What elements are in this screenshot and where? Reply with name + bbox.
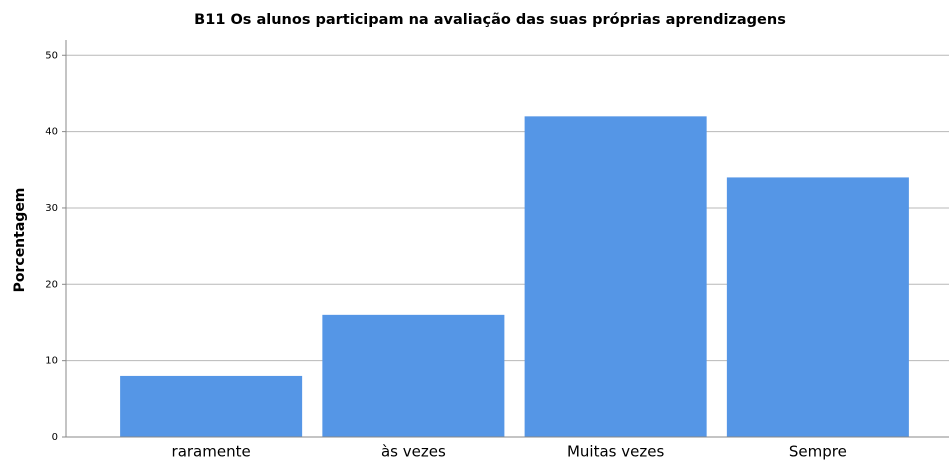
x-tick-label: Sempre (789, 443, 847, 461)
y-tick-label: 40 (45, 127, 58, 138)
bar (726, 177, 909, 437)
bar (120, 375, 303, 437)
y-axis-label: Porcentagem (12, 188, 28, 293)
y-tick-label: 20 (45, 279, 58, 290)
y-tick-label: 0 (52, 432, 58, 443)
bar (322, 314, 505, 437)
y-tick-label: 50 (45, 50, 58, 61)
x-tick-label: raramente (172, 443, 251, 461)
y-tick-label: 30 (45, 203, 58, 214)
bar (524, 116, 707, 437)
y-tick-label: 10 (45, 356, 58, 367)
x-tick-label: às vezes (381, 443, 446, 461)
chart-title: B11 Os alunos participam na avaliação da… (194, 12, 786, 28)
x-tick-label: Muitas vezes (567, 443, 664, 461)
